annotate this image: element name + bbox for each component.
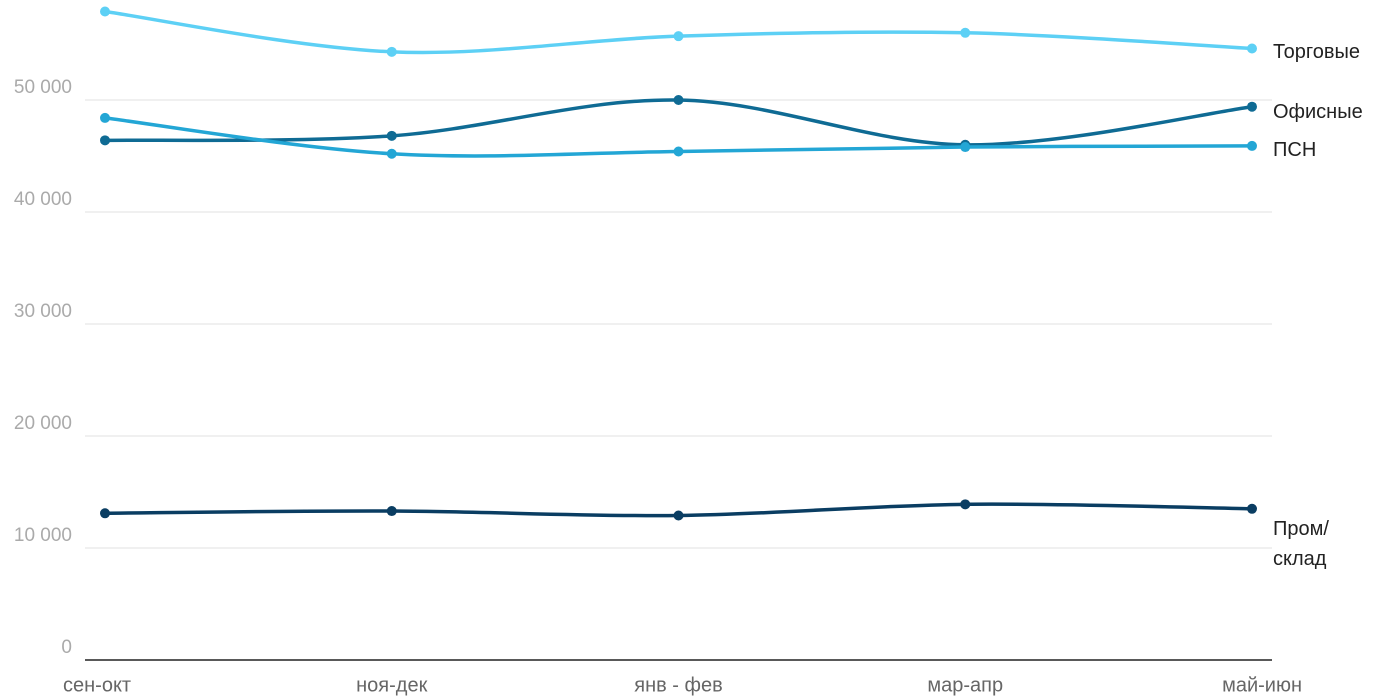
point: [386, 506, 397, 517]
y-tick-label: 40 000: [14, 189, 72, 210]
y-tick-label: 50 000: [14, 77, 72, 98]
point: [960, 142, 971, 153]
point: [1247, 140, 1257, 151]
legend-label: Пром/ склад: [1273, 517, 1329, 570]
point: [673, 95, 684, 105]
point: [386, 130, 397, 141]
point: [100, 508, 110, 519]
point: [1247, 43, 1257, 54]
y-tick-label: 0: [61, 637, 72, 658]
point: [1247, 503, 1257, 514]
point: [386, 148, 397, 159]
point: [100, 6, 110, 17]
point: [960, 499, 971, 510]
y-tick-label: 10 000: [14, 525, 72, 546]
x-tick-label: мар-апр: [927, 674, 1003, 696]
point: [1247, 101, 1257, 112]
x-tick-label: янв - фев: [634, 674, 722, 696]
x-tick-label: май-июн: [1222, 674, 1302, 696]
point: [100, 135, 110, 146]
line: [104, 98, 1253, 147]
legend-label: ПСН: [1273, 138, 1317, 161]
x-tick-label: сен-окт: [63, 674, 131, 696]
point: [100, 112, 110, 123]
x-tick-label: ноя-дек: [356, 674, 427, 696]
point: [960, 27, 971, 38]
y-tick-label: 20 000: [14, 413, 72, 434]
point: [673, 31, 684, 42]
point: [386, 46, 397, 57]
legend-label: Торговые: [1273, 41, 1361, 64]
y-tick-label: 30 000: [14, 301, 72, 322]
point: [673, 146, 684, 157]
point: [673, 510, 684, 521]
legend-label: Офисные: [1273, 100, 1363, 123]
